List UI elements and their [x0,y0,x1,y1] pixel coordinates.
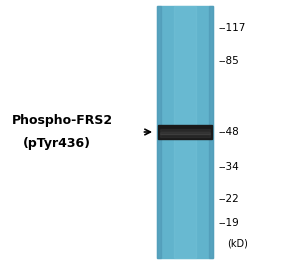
Text: --19: --19 [219,218,240,228]
Text: --34: --34 [219,162,240,172]
Text: --22: --22 [219,194,240,204]
Text: (kD): (kD) [228,239,248,249]
Bar [158,125,212,139]
Text: Phospho-FRS2: Phospho-FRS2 [12,114,113,127]
Bar [160,131,211,134]
Text: --117: --117 [219,23,246,33]
Bar [174,6,196,258]
Text: --48: --48 [219,127,240,137]
Text: --85: --85 [219,56,240,66]
Bar [160,134,211,137]
Bar [209,6,213,258]
Text: (pTyr436): (pTyr436) [23,137,91,150]
Bar [157,6,213,258]
Bar [157,6,162,258]
Bar [160,129,211,131]
